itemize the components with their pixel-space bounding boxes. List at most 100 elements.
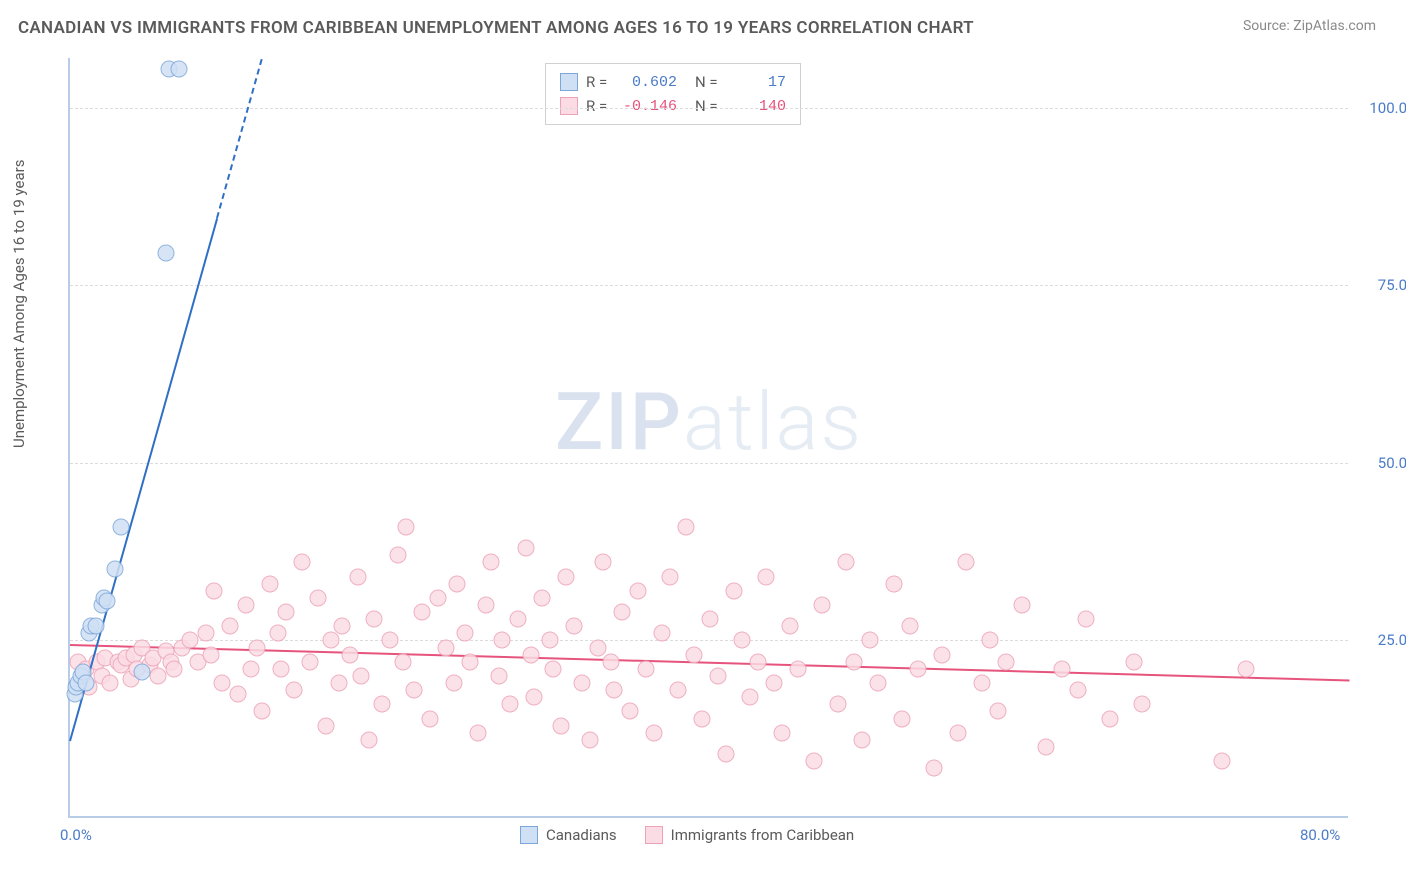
data-point [87, 618, 104, 635]
data-point [249, 639, 266, 656]
data-point [750, 653, 767, 670]
data-point [646, 724, 663, 741]
data-point [294, 554, 311, 571]
series-legend: Canadians Immigrants from Caribbean [520, 826, 854, 844]
data-point [366, 611, 383, 628]
data-point [590, 639, 607, 656]
data-point [334, 618, 351, 635]
series-swatch [560, 73, 578, 91]
data-point [630, 582, 647, 599]
source-label: Source: ZipAtlas.com [1243, 18, 1376, 34]
data-point [594, 554, 611, 571]
data-point [522, 646, 539, 663]
data-point [318, 717, 335, 734]
data-point [726, 582, 743, 599]
data-point [558, 568, 575, 585]
data-point [958, 554, 975, 571]
data-point [262, 575, 279, 592]
data-point [886, 575, 903, 592]
data-point [202, 646, 219, 663]
data-point [438, 639, 455, 656]
data-point [134, 664, 151, 681]
legend-item: Canadians [520, 826, 617, 844]
data-point [582, 731, 599, 748]
data-point [1126, 653, 1143, 670]
data-point [758, 568, 775, 585]
data-point [286, 682, 303, 699]
data-point [478, 596, 495, 613]
data-point [710, 667, 727, 684]
data-point [846, 653, 863, 670]
y-tick-label: 50.0% [1358, 454, 1406, 472]
data-point [1102, 710, 1119, 727]
data-point [342, 646, 359, 663]
data-point [422, 710, 439, 727]
data-point [1054, 660, 1071, 677]
y-tick-label: 75.0% [1358, 276, 1406, 294]
y-tick-label: 100.0% [1358, 99, 1406, 117]
data-point [926, 760, 943, 777]
data-point [553, 717, 570, 734]
legend-label: Canadians [546, 826, 617, 844]
data-point [566, 618, 583, 635]
data-point [606, 682, 623, 699]
data-point [950, 724, 967, 741]
data-point [638, 660, 655, 677]
data-point [322, 632, 339, 649]
data-point [1238, 660, 1255, 677]
y-axis-label: Unemployment Among Ages 16 to 19 years [10, 160, 28, 448]
data-point [854, 731, 871, 748]
y-tick-label: 25.0% [1358, 631, 1406, 649]
watermark: ZIPatlas [555, 375, 863, 469]
data-point [230, 685, 247, 702]
data-point [98, 593, 115, 610]
data-point [502, 696, 519, 713]
n-value: 17 [731, 74, 786, 91]
data-point [830, 696, 847, 713]
x-tick-label: 80.0% [1300, 826, 1340, 844]
data-point [870, 675, 887, 692]
data-point [353, 667, 370, 684]
data-point [394, 653, 411, 670]
data-point [990, 703, 1007, 720]
x-tick-label: 0.0% [60, 826, 92, 844]
data-point [662, 568, 679, 585]
data-point [302, 653, 319, 670]
data-point [310, 589, 327, 606]
data-point [398, 518, 415, 535]
data-point [982, 632, 999, 649]
legend-row: R = 0.602 N = 17 [560, 70, 786, 94]
trend-line-dashed [216, 59, 263, 219]
data-point [382, 632, 399, 649]
data-point [686, 646, 703, 663]
data-point [206, 582, 223, 599]
data-point [449, 575, 466, 592]
data-point [361, 731, 378, 748]
data-point [374, 696, 391, 713]
data-point [106, 561, 123, 578]
data-point [214, 675, 231, 692]
data-point [158, 245, 175, 262]
data-point [614, 604, 631, 621]
data-point [198, 625, 215, 642]
data-point [446, 675, 463, 692]
data-point [150, 667, 167, 684]
data-point [390, 547, 407, 564]
data-point [742, 689, 759, 706]
series-swatch [560, 97, 578, 115]
legend-item: Immigrants from Caribbean [645, 826, 855, 844]
data-point [902, 618, 919, 635]
data-point [273, 660, 290, 677]
data-point [910, 660, 927, 677]
data-point [774, 724, 791, 741]
gridline [70, 108, 1348, 109]
data-point [782, 618, 799, 635]
chart-title: CANADIAN VS IMMIGRANTS FROM CARIBBEAN UN… [18, 18, 974, 38]
data-point [862, 632, 879, 649]
plot-area: ZIPatlas R = 0.602 N = 17 R = -0.146 N =… [68, 58, 1348, 818]
data-point [1078, 611, 1095, 628]
r-value: 0.602 [622, 74, 677, 91]
data-point [534, 589, 551, 606]
data-point [510, 611, 527, 628]
data-point [1038, 738, 1055, 755]
